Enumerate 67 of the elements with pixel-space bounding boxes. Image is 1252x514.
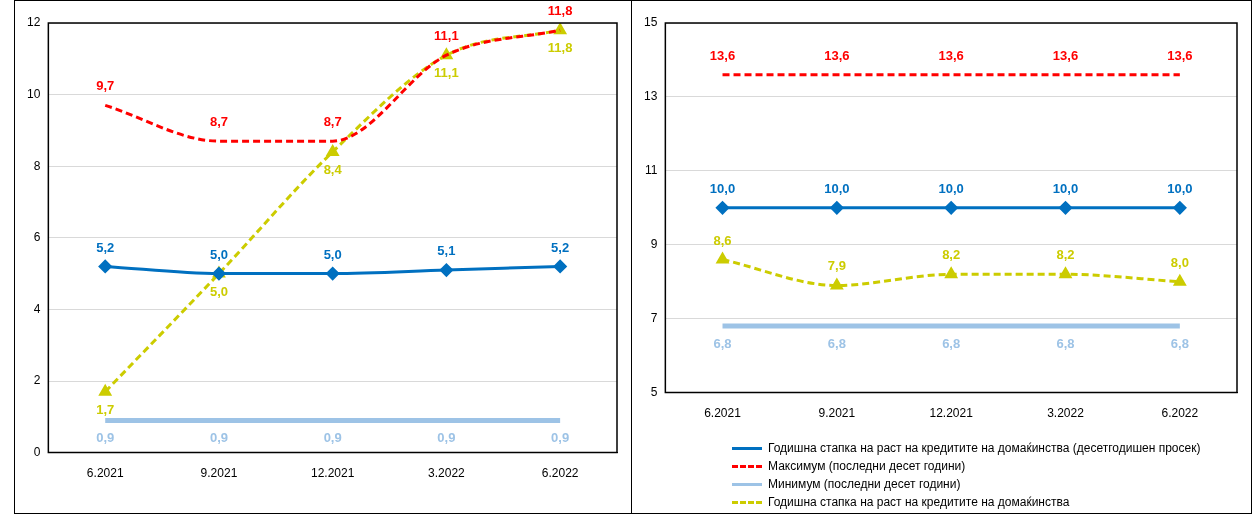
data-label: 10,0 xyxy=(1052,180,1079,196)
legend-label: Минимум (последни десет години) xyxy=(768,476,961,493)
y-tick-label: 8 xyxy=(33,158,41,173)
data-label: 0,9 xyxy=(209,430,228,446)
x-tick-label: 3.2022 xyxy=(1047,406,1085,421)
data-label: 6,8 xyxy=(1170,336,1189,352)
data-label: 10,0 xyxy=(709,180,736,196)
data-label: 0,9 xyxy=(96,430,115,446)
x-tick-label: 6.2021 xyxy=(704,406,742,421)
data-label: 10,0 xyxy=(938,180,964,196)
data-label: 5,2 xyxy=(96,239,115,255)
data-label: 13,6 xyxy=(1052,47,1079,63)
data-label: 8,6 xyxy=(713,232,732,248)
data-label: 11,8 xyxy=(547,40,573,56)
data-label: 11,1 xyxy=(434,65,459,81)
legend-label: Максимум (последни десет години) xyxy=(768,458,966,475)
data-label: 5,2 xyxy=(551,239,570,255)
data-label: 8,0 xyxy=(1170,254,1189,270)
x-tick-label: 9.2021 xyxy=(200,466,238,481)
data-label: 13,6 xyxy=(824,47,850,63)
data-label: 11,8 xyxy=(547,3,573,19)
y-tick-label: 11 xyxy=(644,163,658,178)
x-tick-label: 6.2021 xyxy=(86,466,124,481)
y-tick-label: 13 xyxy=(643,89,658,104)
data-label: 8,2 xyxy=(1056,247,1075,263)
data-label: 8,4 xyxy=(323,161,343,177)
legend-label: Годишна стапка на раст на кредитите на домаќинства (десетгодишен просек) xyxy=(768,440,1201,457)
y-tick-label: 6 xyxy=(33,230,41,245)
x-tick-label: 3.2022 xyxy=(428,466,466,481)
data-label: 13,6 xyxy=(938,47,964,63)
x-tick-label: 6.2022 xyxy=(1161,406,1199,421)
y-tick-label: 7 xyxy=(650,310,658,325)
data-label: 0,9 xyxy=(323,430,342,446)
data-label: 13,6 xyxy=(1167,47,1193,63)
data-label: 5,0 xyxy=(323,246,342,262)
y-tick-label: 4 xyxy=(33,301,41,316)
data-label: 8,7 xyxy=(209,114,228,130)
data-label: 0,9 xyxy=(551,430,570,446)
data-label: 9,7 xyxy=(96,78,115,94)
y-tick-label: 2 xyxy=(33,373,41,388)
data-label: 6,8 xyxy=(1056,336,1075,352)
data-label: 10,0 xyxy=(1167,180,1193,196)
data-label: 6,8 xyxy=(827,336,846,352)
data-label: 7,9 xyxy=(827,258,846,274)
x-tick-label: 6.2022 xyxy=(541,466,579,481)
y-tick-label: 12 xyxy=(26,15,41,30)
data-label: 6,8 xyxy=(713,336,732,352)
data-label: 1,7 xyxy=(96,401,115,417)
x-tick-label: 12.2021 xyxy=(929,406,974,421)
legend-label: Годишна стапка на раст на кредитите на домаќинства xyxy=(768,494,1070,511)
y-tick-label: 5 xyxy=(650,384,658,399)
data-label: 11,1 xyxy=(434,28,459,44)
y-tick-label: 9 xyxy=(650,237,658,252)
x-tick-label: 9.2021 xyxy=(818,406,856,421)
data-label: 8,7 xyxy=(323,114,342,130)
data-label: 5,1 xyxy=(437,243,456,259)
data-label: 13,6 xyxy=(709,47,736,63)
data-label: 8,2 xyxy=(942,247,961,263)
y-tick-label: 15 xyxy=(643,15,658,30)
data-label: 5,0 xyxy=(209,283,228,299)
data-label: 0,9 xyxy=(437,430,456,446)
data-label: 5,0 xyxy=(209,246,228,262)
y-tick-label: 10 xyxy=(26,86,41,101)
data-label: 6,8 xyxy=(942,336,961,352)
data-label: 10,0 xyxy=(824,180,850,196)
x-tick-label: 12.2021 xyxy=(310,466,355,481)
y-tick-label: 0 xyxy=(33,444,41,459)
